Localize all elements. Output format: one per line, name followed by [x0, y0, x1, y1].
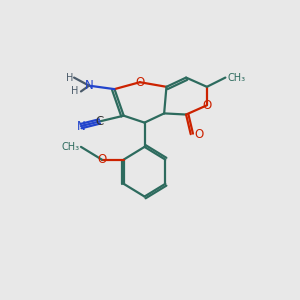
Text: CH₃: CH₃: [227, 73, 245, 82]
Text: H: H: [65, 73, 73, 82]
Text: CH₃: CH₃: [61, 142, 79, 152]
Text: N: N: [76, 120, 85, 133]
Text: N: N: [85, 79, 93, 92]
Text: C: C: [95, 115, 104, 128]
Text: O: O: [202, 99, 212, 112]
Text: H: H: [71, 86, 79, 96]
Text: O: O: [194, 128, 203, 141]
Text: O: O: [97, 153, 106, 166]
Text: O: O: [135, 76, 145, 89]
